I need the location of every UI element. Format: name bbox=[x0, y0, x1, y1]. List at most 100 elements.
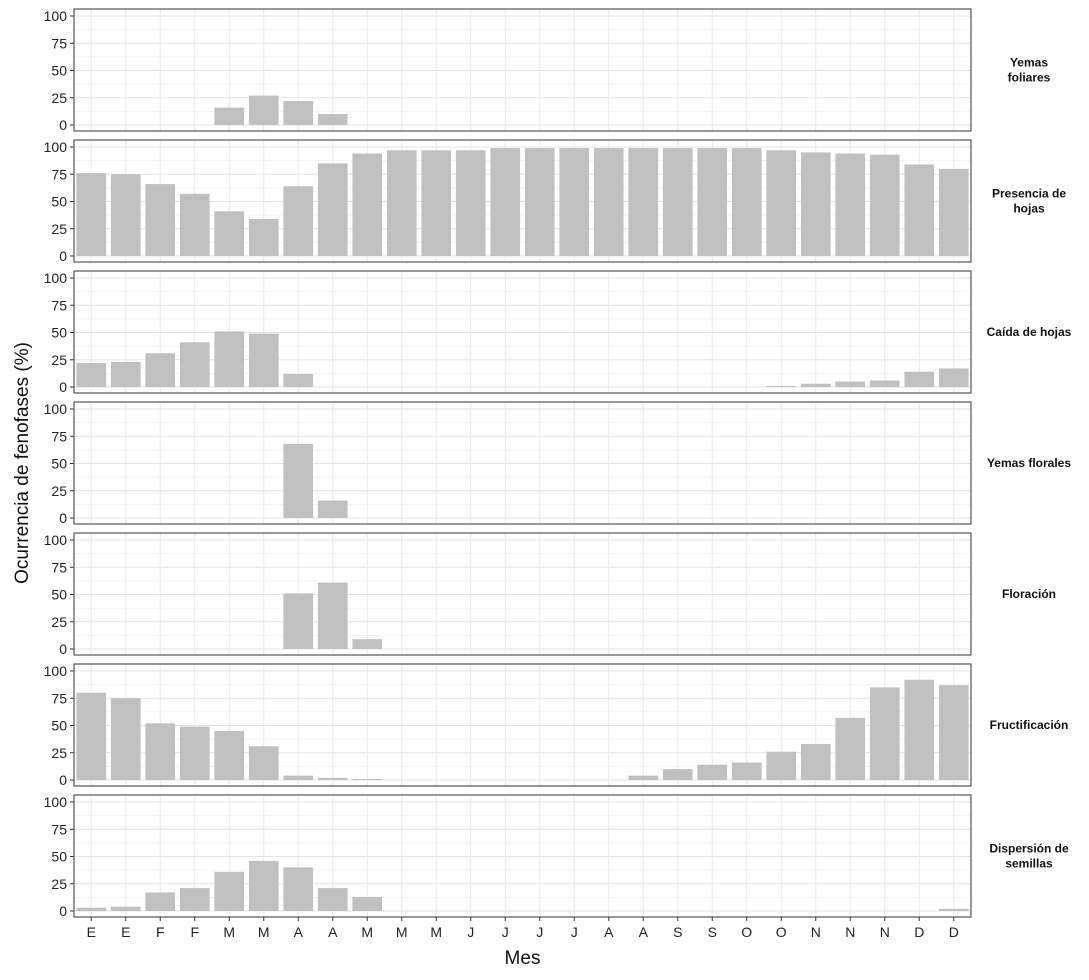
y-tick-label: 25 bbox=[51, 745, 67, 761]
y-tick-label: 25 bbox=[51, 483, 67, 499]
bar bbox=[386, 150, 417, 256]
bar bbox=[248, 860, 279, 911]
x-tick-label: A bbox=[294, 924, 304, 940]
bar bbox=[731, 762, 762, 780]
bar bbox=[283, 867, 314, 911]
bar bbox=[593, 148, 624, 256]
bar bbox=[317, 500, 348, 518]
bar bbox=[800, 152, 831, 256]
y-tick-label: 50 bbox=[51, 587, 67, 603]
bar bbox=[317, 163, 348, 256]
bar bbox=[317, 777, 348, 780]
y-tick-label: 25 bbox=[51, 221, 67, 237]
panel-border bbox=[73, 139, 972, 263]
panel-border bbox=[73, 794, 972, 918]
bar bbox=[283, 593, 314, 649]
bar bbox=[421, 150, 452, 256]
bar bbox=[766, 150, 797, 256]
facet-label: hojas bbox=[1013, 202, 1045, 216]
x-tick-label: F bbox=[190, 924, 199, 940]
y-tick-label: 25 bbox=[51, 90, 67, 106]
bar bbox=[214, 871, 245, 911]
x-tick-label: E bbox=[121, 924, 130, 940]
x-tick-label: S bbox=[708, 924, 717, 940]
bar bbox=[248, 746, 279, 780]
y-tick-label: 100 bbox=[44, 532, 68, 548]
y-tick-label: 25 bbox=[51, 352, 67, 368]
x-tick-label: J bbox=[467, 924, 474, 940]
bar bbox=[938, 368, 969, 387]
y-tick-label: 0 bbox=[59, 248, 67, 264]
y-tick-label: 100 bbox=[44, 8, 68, 24]
bar bbox=[352, 639, 383, 649]
y-tick-label: 75 bbox=[51, 559, 67, 575]
x-tick-label: N bbox=[811, 924, 821, 940]
y-tick-label: 0 bbox=[59, 379, 67, 395]
bar bbox=[283, 775, 314, 780]
panel-border bbox=[73, 8, 972, 132]
bar bbox=[869, 154, 900, 256]
bar bbox=[662, 769, 693, 780]
x-tick-label: N bbox=[880, 924, 890, 940]
x-tick-label: O bbox=[776, 924, 787, 940]
y-tick-label: 75 bbox=[51, 428, 67, 444]
bar bbox=[490, 148, 521, 256]
bar bbox=[904, 164, 935, 256]
x-axis-title: Mes bbox=[505, 948, 541, 969]
bar bbox=[559, 148, 590, 256]
bar bbox=[352, 153, 383, 256]
x-tick-label: M bbox=[361, 924, 373, 940]
bar bbox=[76, 692, 107, 780]
x-tick-label: A bbox=[604, 924, 614, 940]
facet-label: Dispersión de bbox=[989, 842, 1069, 856]
bar bbox=[214, 331, 245, 387]
bar bbox=[179, 726, 210, 780]
bar bbox=[179, 193, 210, 256]
x-tick-label: M bbox=[223, 924, 235, 940]
x-tick-label: J bbox=[536, 924, 543, 940]
bar bbox=[76, 173, 107, 256]
y-tick-label: 25 bbox=[51, 614, 67, 630]
y-tick-label: 50 bbox=[51, 63, 67, 79]
bar bbox=[800, 744, 831, 780]
bar bbox=[214, 107, 245, 125]
bar bbox=[697, 148, 728, 256]
y-tick-label: 25 bbox=[51, 876, 67, 892]
bar bbox=[283, 443, 314, 518]
bar bbox=[904, 679, 935, 780]
y-tick-label: 50 bbox=[51, 718, 67, 734]
bar bbox=[800, 383, 831, 387]
panel-border bbox=[73, 270, 972, 394]
facet-label: Fructificación bbox=[990, 718, 1069, 732]
y-tick-label: 0 bbox=[59, 772, 67, 788]
bar bbox=[214, 730, 245, 780]
bar bbox=[766, 385, 797, 387]
y-tick-label: 100 bbox=[44, 139, 68, 155]
x-tick-label: A bbox=[639, 924, 649, 940]
bar bbox=[628, 775, 659, 780]
panel-border bbox=[73, 401, 972, 525]
y-axis-title: Ocurrencia de fenofases (%) bbox=[12, 342, 33, 584]
bar bbox=[317, 582, 348, 649]
facet-label: foliares bbox=[1008, 71, 1051, 85]
bar bbox=[317, 888, 348, 911]
y-tick-label: 75 bbox=[51, 297, 67, 313]
bar bbox=[145, 184, 176, 256]
y-tick-label: 50 bbox=[51, 456, 67, 472]
bar bbox=[731, 148, 762, 256]
bar bbox=[283, 373, 314, 387]
y-tick-label: 75 bbox=[51, 166, 67, 182]
bar bbox=[352, 778, 383, 780]
bar bbox=[179, 888, 210, 911]
x-tick-label: J bbox=[502, 924, 509, 940]
bar bbox=[248, 333, 279, 387]
bar bbox=[938, 168, 969, 256]
bar bbox=[835, 153, 866, 256]
x-tick-label: O bbox=[741, 924, 752, 940]
bar bbox=[283, 101, 314, 125]
y-tick-label: 75 bbox=[51, 35, 67, 51]
bar bbox=[766, 751, 797, 780]
bar bbox=[76, 907, 107, 911]
bar bbox=[110, 361, 141, 387]
